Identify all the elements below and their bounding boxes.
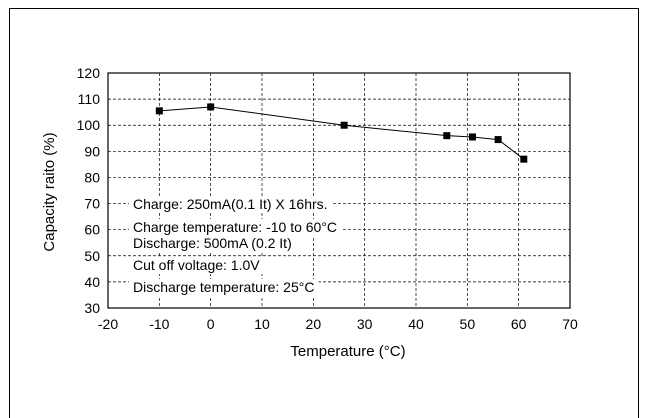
data-point-marker	[494, 136, 502, 144]
y-tick-labels: 30 40 50 60 70 80 90 100 110 120	[77, 65, 101, 316]
annotation-backdrop	[129, 219, 342, 236]
series-markers	[155, 103, 528, 163]
annotation-block: Charge: 250mA(0.1 It) X 16hrs. Charge tem…	[133, 196, 337, 295]
x-tick-label: 60	[511, 316, 527, 332]
y-tick-label: 60	[84, 222, 100, 238]
y-tick-label: 80	[84, 169, 100, 185]
x-tick-label: 20	[306, 316, 322, 332]
x-axis-label: Temperature (°C)	[290, 343, 405, 360]
y-tick-label: 100	[77, 117, 101, 133]
x-tick-labels: -20 -10 0 10 20 30 40 50 60 70	[98, 316, 578, 332]
y-tick-label: 70	[84, 196, 100, 212]
annotation-backdrop	[129, 235, 296, 252]
y-tick-label: 30	[84, 300, 100, 316]
x-tick-label: 30	[357, 316, 373, 332]
data-point-marker	[155, 107, 163, 115]
annotation-text: Charge temperature: -10 to 60°C	[133, 219, 337, 235]
plot-area	[107, 72, 571, 309]
data-point-marker	[207, 103, 215, 111]
annotation-background	[129, 196, 342, 296]
x-tick-label: 70	[562, 316, 578, 332]
y-tick-label: 90	[84, 143, 100, 159]
x-tick-label: 0	[207, 316, 215, 332]
annotation-text: Discharge temperature: 25°C	[133, 279, 314, 295]
y-axis-label: Capacity raito (%)	[41, 132, 58, 251]
y-tick-label: 50	[84, 248, 100, 264]
annotation-backdrop	[129, 196, 332, 213]
y-tick-label: 40	[84, 274, 100, 290]
y-tick-label: 110	[78, 91, 101, 107]
x-tick-label: 50	[460, 316, 476, 332]
data-point-marker	[340, 121, 348, 129]
y-tick-label: 120	[77, 65, 101, 81]
x-tick-label: -10	[149, 316, 169, 332]
data-point-marker	[468, 133, 476, 141]
annotation-text: Charge: 250mA(0.1 It) X 16hrs.	[133, 196, 328, 212]
annotation-backdrop	[129, 257, 265, 274]
annotation-text: Cut off voltage: 1.0V	[133, 257, 260, 273]
annotation-text: Discharge: 500mA (0.2 It)	[133, 235, 292, 251]
x-tick-label: 40	[408, 316, 424, 332]
data-point-marker	[520, 155, 528, 163]
annotation-backdrop	[129, 279, 319, 296]
x-tick-label: 10	[254, 316, 270, 332]
x-tick-label: -20	[98, 316, 118, 332]
data-point-marker	[443, 132, 451, 140]
